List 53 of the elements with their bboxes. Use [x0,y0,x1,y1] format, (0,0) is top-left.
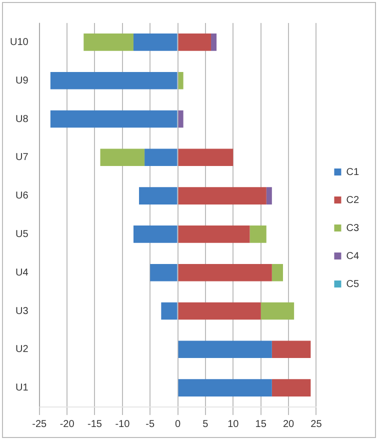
x-tick-label: 5 [202,418,209,430]
bar [50,110,178,128]
y-tick-label: U4 [16,267,29,278]
bar [178,148,234,166]
y-tick-label: U8 [16,114,29,125]
y-tick-label: U3 [16,306,29,317]
bar [150,264,178,282]
bar [100,148,145,166]
x-tick-label: 25 [310,418,322,430]
bar [133,226,178,243]
x-tick-label: -25 [32,418,48,430]
x-tick-label: -20 [60,418,75,430]
bar [272,264,283,282]
bar [178,379,272,396]
bar [178,226,250,243]
bar [266,187,272,204]
bar [178,110,184,128]
bar [133,34,178,51]
y-tick-label: U5 [16,228,29,240]
bar [211,34,217,51]
bar [84,34,134,51]
bar [178,34,212,51]
bar [161,302,178,320]
legend-label: C2 [346,194,360,206]
x-tick-label: -5 [146,418,155,430]
y-tick-label: U1 [16,382,29,394]
legend-label: C1 [346,166,360,178]
y-tick-label: U10 [10,36,29,48]
x-tick-label: 0 [175,418,181,430]
y-tick-label: U7 [16,152,29,164]
x-tick-label: 10 [228,418,240,430]
legend-label: C4 [346,250,360,262]
bar [50,72,178,90]
bar [178,302,261,320]
bar [250,226,266,243]
bar [260,302,294,320]
bar [144,148,178,166]
bar [272,379,311,396]
bar [178,340,272,358]
x-tick-label: -10 [115,418,130,430]
y-tick-label: U2 [16,344,29,356]
x-tick-label: 15 [255,418,267,430]
y-tick-label: U9 [16,75,29,86]
bar [178,187,266,204]
bar [139,187,178,204]
legend-label: C5 [346,278,360,290]
bar [178,264,272,282]
x-tick-label: 20 [282,418,295,430]
bar [272,340,311,358]
y-tick-label: U6 [16,190,29,202]
x-tick-label: -15 [87,418,102,430]
legend-label: C3 [346,222,360,234]
bar [178,72,184,90]
